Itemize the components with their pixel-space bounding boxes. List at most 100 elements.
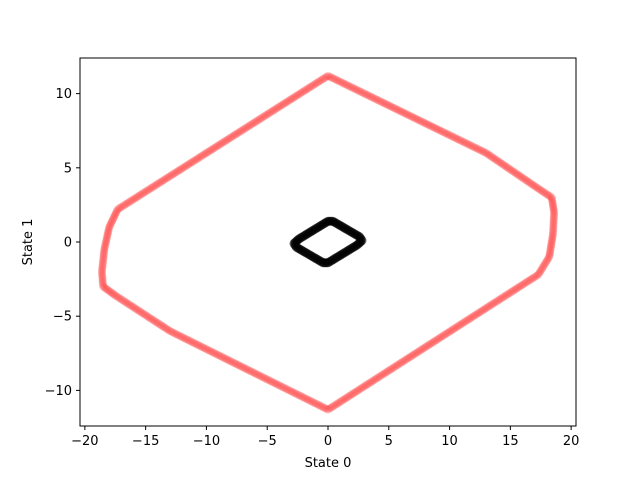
data-point bbox=[342, 80, 351, 89]
data-point bbox=[375, 372, 384, 381]
data-point bbox=[468, 142, 477, 151]
data-point bbox=[117, 295, 126, 304]
data-point bbox=[313, 78, 322, 87]
data-point bbox=[99, 248, 108, 257]
data-point bbox=[98, 266, 107, 275]
data-point bbox=[549, 201, 558, 210]
data-point bbox=[308, 81, 317, 90]
data-point bbox=[99, 257, 108, 266]
data-point bbox=[434, 334, 443, 343]
data-point bbox=[396, 107, 405, 116]
data-point bbox=[250, 369, 259, 378]
data-point bbox=[136, 307, 145, 316]
data-point bbox=[273, 103, 282, 112]
data-point bbox=[365, 378, 374, 387]
data-point bbox=[206, 146, 215, 155]
data-point bbox=[490, 298, 499, 307]
data-point bbox=[540, 260, 549, 269]
data-point bbox=[169, 170, 178, 179]
data-point bbox=[403, 354, 412, 363]
data-point bbox=[250, 118, 259, 127]
data-point bbox=[389, 103, 398, 112]
data-point bbox=[134, 306, 143, 315]
data-point bbox=[399, 357, 408, 366]
data-point bbox=[401, 109, 410, 118]
data-point bbox=[517, 281, 526, 290]
data-point bbox=[179, 333, 188, 342]
data-point bbox=[356, 384, 365, 393]
data-point bbox=[295, 391, 304, 400]
data-point bbox=[230, 359, 239, 368]
data-point bbox=[266, 377, 275, 386]
data-point bbox=[368, 93, 377, 102]
data-point bbox=[193, 154, 202, 163]
data-point bbox=[461, 139, 470, 148]
data-point bbox=[330, 75, 339, 84]
data-point bbox=[138, 189, 147, 198]
data-point bbox=[237, 126, 246, 135]
data-point bbox=[486, 152, 495, 161]
data-point bbox=[175, 331, 184, 340]
data-point bbox=[407, 352, 416, 361]
data-point bbox=[121, 200, 130, 209]
data-point bbox=[472, 310, 481, 319]
data-point bbox=[195, 153, 204, 162]
data-point bbox=[404, 111, 413, 120]
data-point bbox=[143, 312, 152, 321]
data-point bbox=[372, 95, 381, 104]
data-point bbox=[98, 272, 107, 281]
data-point bbox=[138, 309, 147, 318]
data-point bbox=[549, 223, 558, 232]
data-point bbox=[330, 401, 339, 410]
data-point bbox=[224, 134, 233, 143]
data-point bbox=[147, 183, 156, 192]
data-point bbox=[305, 396, 314, 405]
data-point bbox=[244, 366, 253, 375]
data-point bbox=[216, 352, 225, 361]
data-point bbox=[486, 301, 495, 310]
data-point bbox=[524, 177, 533, 186]
data-point bbox=[105, 223, 114, 232]
data-point bbox=[277, 101, 286, 110]
data-point bbox=[174, 166, 183, 175]
data-point bbox=[290, 389, 299, 398]
data-point bbox=[279, 383, 288, 392]
data-point bbox=[315, 401, 324, 410]
data-point bbox=[548, 231, 557, 240]
data-point bbox=[226, 357, 235, 366]
data-point bbox=[549, 226, 558, 235]
data-point bbox=[535, 185, 544, 194]
data-point bbox=[212, 350, 221, 359]
data-point bbox=[269, 378, 278, 387]
data-point bbox=[172, 167, 181, 176]
data-point bbox=[101, 239, 110, 248]
data-point bbox=[231, 359, 240, 368]
data-point bbox=[370, 94, 379, 103]
data-point bbox=[505, 289, 514, 298]
data-point bbox=[153, 179, 162, 188]
data-point bbox=[282, 98, 291, 107]
data-point bbox=[105, 221, 114, 230]
data-point bbox=[291, 92, 300, 101]
data-point bbox=[514, 283, 523, 292]
data-point bbox=[453, 135, 462, 144]
data-point bbox=[319, 403, 328, 412]
data-point bbox=[249, 118, 258, 127]
data-point bbox=[546, 245, 555, 254]
data-point bbox=[326, 73, 335, 82]
data-point bbox=[374, 96, 383, 105]
data-point bbox=[242, 123, 251, 132]
data-point bbox=[159, 322, 168, 331]
data-point bbox=[184, 160, 193, 169]
data-point bbox=[449, 133, 458, 142]
data-point bbox=[476, 307, 485, 316]
data-point bbox=[452, 134, 461, 143]
data-point bbox=[223, 135, 232, 144]
data-point bbox=[133, 192, 142, 201]
data-point bbox=[359, 383, 368, 392]
data-point bbox=[270, 379, 279, 388]
data-point bbox=[312, 79, 321, 87]
data-point bbox=[448, 325, 457, 334]
data-point bbox=[515, 282, 524, 291]
